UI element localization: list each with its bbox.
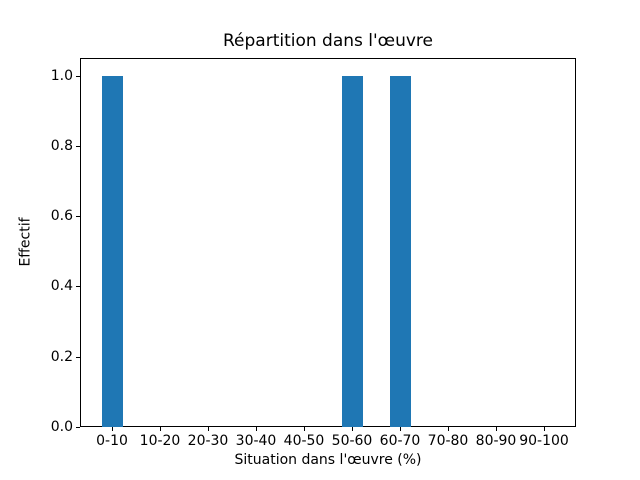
x-tick-label-60-70: 60-70 [379,433,421,449]
y-tick-mark [76,286,80,288]
x-tick-mark [208,427,209,431]
x-tick-label-30-40: 30-40 [235,433,277,449]
y-axis-label: Effectif [17,217,34,267]
x-tick-label-70-80: 70-80 [427,433,469,449]
x-tick-label-90-100: 90-100 [519,433,569,449]
x-tick-label-80-90: 80-90 [475,433,517,449]
x-tick-label-20-30: 20-30 [187,433,229,449]
y-tick-mark [76,427,80,428]
x-tick-label-50-60: 50-60 [331,433,373,449]
y-tick-mark [76,145,80,147]
x-tick-mark [160,427,161,431]
y-tick-label-0.0: 0.0 [50,419,73,435]
y-tick-label-1.0: 1.0 [50,67,73,84]
x-tick-mark [544,427,545,431]
x-tick-mark [400,427,401,431]
x-tick-mark [256,427,257,431]
y-tick-label-0.2: 0.2 [50,348,73,365]
bar-0-10 [101,75,123,427]
x-tick-mark [112,427,113,431]
y-tick-label-0.6: 0.6 [50,208,73,225]
y-tick-label-0.4: 0.4 [50,278,73,295]
x-tick-label-40-50: 40-50 [283,433,325,449]
y-tick-mark [76,75,80,77]
y-tick-label-0.8: 0.8 [50,137,73,154]
y-tick-mark [76,356,80,358]
x-tick-label-10-20: 10-20 [139,433,181,449]
chart-title: Répartition dans l'œuvre [222,31,433,51]
bar-60-70 [389,75,411,427]
x-tick-mark [352,427,353,431]
x-axis-label: Situation dans l'œuvre (%) [234,452,422,468]
x-tick-mark [448,427,449,431]
x-tick-mark [304,427,305,431]
bar-50-60 [341,75,363,427]
x-tick-mark [496,427,497,431]
x-tick-label-0-10: 0-10 [96,433,128,449]
plot-area [80,58,576,427]
y-tick-mark [76,216,80,218]
